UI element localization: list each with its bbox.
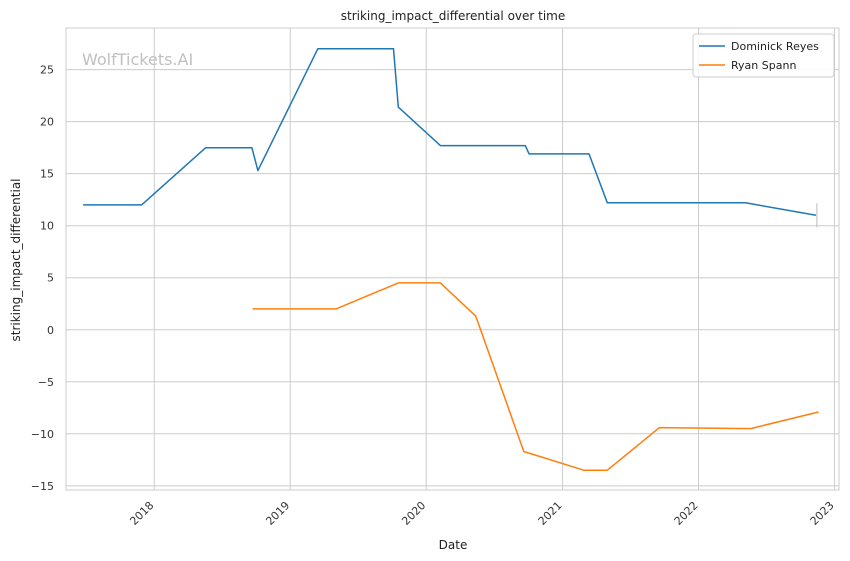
series-line-ryan-spann (252, 282, 819, 471)
series-line-dominick-reyes (83, 48, 817, 217)
y-tick-labels: 25 20 15 10 5 0 −5 −10 −15 (31, 64, 54, 493)
y-tick-label: 25 (40, 64, 54, 77)
y-tick-label: 15 (40, 168, 54, 181)
y-axis-title: striking_impact_differential (9, 178, 23, 341)
watermark-text: WolfTickets.AI (82, 50, 193, 69)
x-axis-title: Date (439, 538, 468, 552)
y-tick-label: −15 (31, 480, 54, 493)
chart-title: striking_impact_differential over time (341, 9, 566, 23)
y-tick-label: 0 (47, 324, 54, 337)
series-lines (83, 48, 819, 471)
grid (66, 28, 839, 490)
y-tick-label: −10 (31, 428, 54, 441)
y-tick-label: 5 (47, 272, 54, 285)
plot-area-frame (65, 27, 840, 491)
legend-label-dominick-reyes: Dominick Reyes (731, 40, 819, 53)
y-tick-label: 10 (40, 220, 54, 233)
legend-frame (692, 33, 835, 78)
legend-label-ryan-spann: Ryan Spann (731, 59, 796, 72)
legend: Dominick Reyes Ryan Spann (692, 33, 835, 78)
y-tick-label: −5 (38, 376, 54, 389)
y-tick-label: 20 (40, 116, 54, 129)
